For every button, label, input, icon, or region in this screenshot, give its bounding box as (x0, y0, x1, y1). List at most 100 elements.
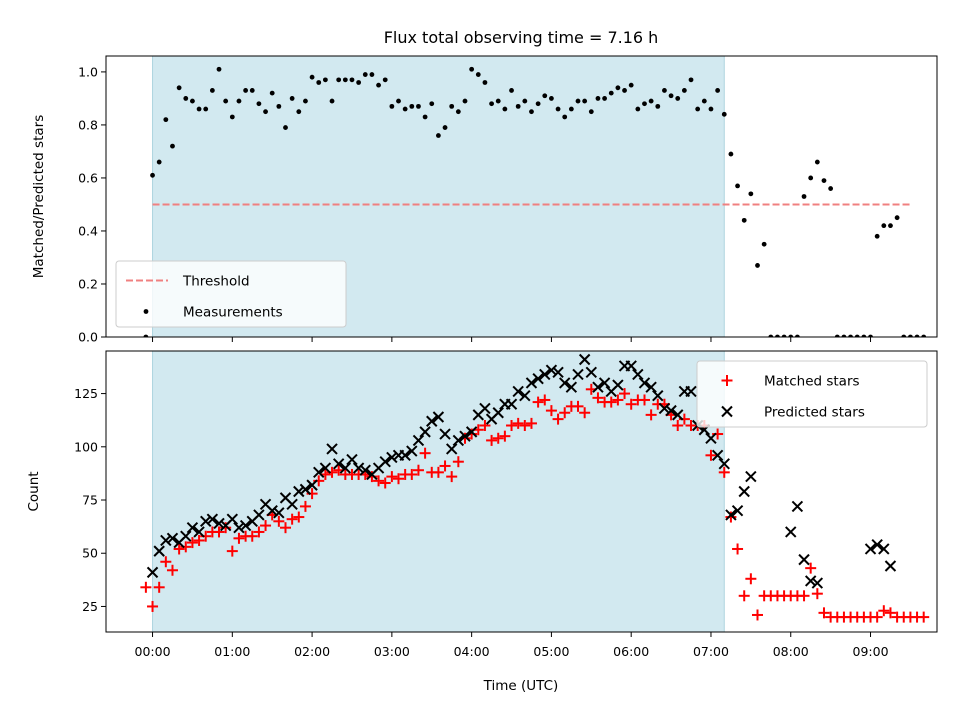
data-point (475, 72, 481, 77)
data-point-b (193, 526, 205, 538)
data-point (289, 96, 295, 101)
data-point (216, 66, 222, 72)
data-point (921, 334, 927, 337)
data-point (529, 109, 534, 115)
data-point (492, 432, 504, 444)
data-point (186, 537, 198, 549)
data-point (672, 420, 684, 432)
legend-swatch-x (721, 405, 733, 418)
data-point (798, 590, 810, 602)
data-point (439, 428, 451, 440)
data-point (628, 82, 634, 88)
x-tick-label: 08:00 (773, 644, 809, 659)
data-point-b (146, 566, 159, 579)
data-point (439, 460, 451, 472)
data-point (525, 377, 538, 389)
data-point (495, 98, 501, 104)
data-point (332, 458, 345, 470)
data-point (878, 543, 890, 555)
data-point (908, 334, 913, 337)
data-point (552, 413, 564, 425)
data-point (260, 520, 272, 532)
data-point-b (452, 434, 465, 447)
ratio-panel: 0.0 0.2 0.4 0.6 0.8 1.0 Matched/Predicted star… (31, 55, 938, 345)
data-point-b (153, 545, 165, 557)
data-point-b (711, 449, 724, 462)
y-tick-label: 25 (82, 599, 98, 614)
data-point-b (399, 449, 411, 462)
data-point (402, 106, 408, 112)
data-point-b (239, 519, 252, 532)
data-point (615, 85, 621, 91)
data-point (811, 577, 824, 589)
data-point (442, 125, 448, 130)
data-point-b (545, 364, 558, 376)
data-point-b (785, 526, 797, 538)
data-point (465, 426, 478, 438)
y-tick-label: 50 (82, 546, 98, 561)
data-point (432, 411, 445, 423)
data-point-b (632, 368, 644, 381)
data-point (532, 372, 544, 385)
data-point (352, 462, 365, 474)
y-axis-label: Matched/Predicted stars (31, 115, 47, 278)
data-point (412, 434, 425, 447)
data-point (545, 364, 558, 376)
data-point-b (319, 462, 332, 474)
data-point (645, 381, 657, 393)
data-point-b (585, 366, 598, 378)
data-point (638, 377, 651, 389)
data-point (213, 517, 225, 530)
data-point (366, 471, 378, 483)
chart-title: Flux total observing time = 7.16 h (384, 28, 659, 47)
data-point (349, 77, 355, 83)
data-point-b (525, 377, 538, 389)
data-point (681, 88, 687, 93)
data-point (535, 101, 541, 107)
data-point (306, 479, 318, 491)
data-point (469, 66, 475, 72)
data-point (568, 106, 574, 112)
data-point-b (625, 360, 637, 372)
data-point (313, 466, 325, 479)
data-point (658, 402, 671, 415)
data-point-b (419, 426, 431, 438)
data-point (672, 409, 684, 421)
data-point (512, 385, 524, 398)
data-point-b (665, 404, 677, 417)
data-point (273, 515, 285, 527)
data-point (299, 483, 312, 496)
data-point-b (519, 389, 531, 402)
data-point-b (492, 407, 504, 419)
data-point-b (791, 500, 804, 513)
data-point (512, 417, 524, 429)
observing-window-shade (152, 351, 725, 632)
data-point (761, 241, 767, 247)
data-point (688, 77, 694, 83)
data-point (745, 470, 757, 483)
data-point (429, 101, 435, 107)
data-point (645, 409, 657, 421)
data-point (525, 417, 537, 429)
data-point-b (645, 381, 657, 393)
data-point (153, 545, 165, 557)
data-point (635, 106, 641, 112)
data-point (233, 521, 245, 534)
data-point (206, 513, 219, 525)
data-point (735, 183, 740, 189)
data-point-b (166, 532, 179, 545)
x-tick-label: 06:00 (613, 644, 649, 659)
data-point (685, 385, 697, 398)
y-tick-label: 0.4 (78, 223, 98, 238)
count-panel: 25 50 75 100 125 00:00 01:00 02:00 03:00 04:00 05:… (26, 350, 938, 659)
data-point (881, 223, 887, 229)
data-point-b (233, 521, 245, 534)
data-point (565, 381, 578, 393)
data-point (708, 106, 714, 112)
data-point (286, 498, 298, 510)
legend-label: Matched stars (764, 374, 860, 390)
data-point (901, 334, 907, 337)
data-point (279, 522, 291, 534)
x-tick-label: 07:00 (693, 644, 729, 659)
data-point (874, 233, 880, 239)
